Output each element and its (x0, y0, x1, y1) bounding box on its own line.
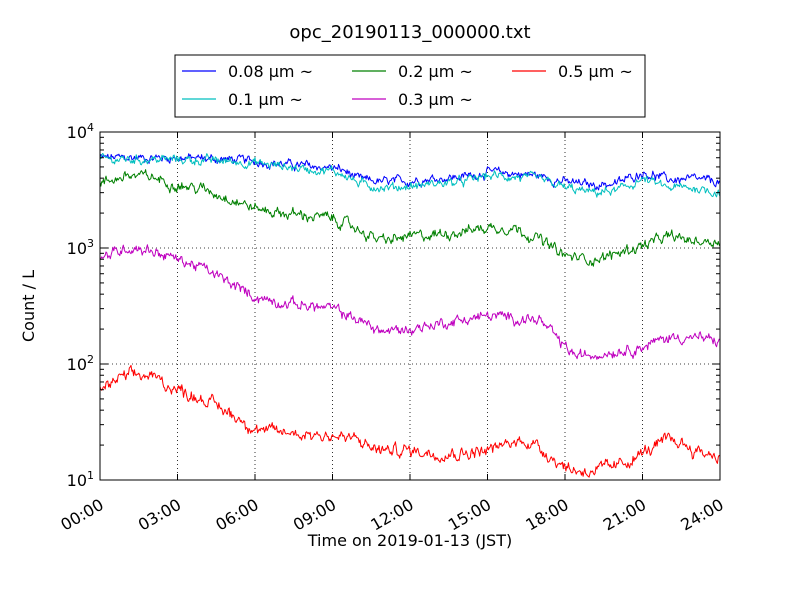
legend-label-2: 0.2 μm ~ (398, 62, 473, 81)
y-axis-label: Count / L (19, 270, 38, 342)
axis-ticks (99, 131, 721, 481)
legend-frame (174, 54, 646, 118)
legend-label-1: 0.1 μm ~ (228, 90, 303, 109)
series-line-4 (99, 364, 721, 478)
chart-title: opc_20190113_000000.txt (289, 22, 530, 43)
x-axis-label: Time on 2019-01-13 (JST) (307, 531, 512, 550)
grid (100, 132, 720, 480)
y-tick-label: 102 (67, 353, 94, 374)
series-line-1 (99, 153, 721, 198)
y-tick-label: 101 (67, 469, 94, 490)
y-tick-labels: 101 102 103 104 (67, 121, 94, 490)
series-line-0 (99, 153, 721, 191)
legend-label-4: 0.5 μm ~ (558, 62, 633, 81)
series-line-3 (99, 244, 721, 360)
series-line-2 (99, 169, 721, 267)
y-tick-label: 104 (67, 121, 94, 142)
legend-label-3: 0.3 μm ~ (398, 90, 473, 109)
legend-label-0: 0.08 μm ~ (228, 62, 313, 81)
y-tick-label: 103 (67, 237, 94, 258)
series-lines (99, 153, 721, 478)
legend: 0.08 μm ~ 0.1 μm ~ 0.2 μm ~ 0.3 μm ~ 0.5 μm … (174, 54, 646, 118)
